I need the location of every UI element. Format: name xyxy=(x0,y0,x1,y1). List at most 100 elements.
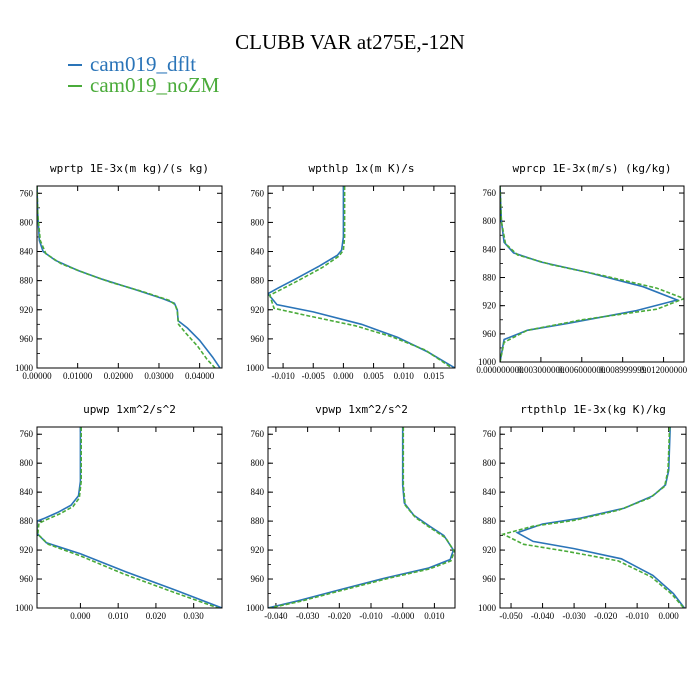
y-tick-label: 840 xyxy=(20,247,34,257)
panel-title: wpthlp 1x(m K)/s xyxy=(309,162,415,175)
x-tick-label: 0.01000 xyxy=(63,371,93,381)
panel-4: upwp 1xm^2/s^2 760 800 840 880 920 960 1000 0.00… xyxy=(15,403,223,621)
series-line-dflt xyxy=(500,186,680,362)
y-tick-label: 920 xyxy=(20,545,34,555)
x-tick-label: 0.010 xyxy=(394,371,415,381)
y-tick-label: 760 xyxy=(20,188,34,198)
panel-title: wprtp 1E-3x(m kg)/(s kg) xyxy=(50,162,209,175)
x-tick-label: 0.03000 xyxy=(144,371,174,381)
y-tick-label: 920 xyxy=(483,301,497,311)
x-tick-label: 0.000 xyxy=(333,371,354,381)
panel-title: vpwp 1xm^2/s^2 xyxy=(315,403,408,416)
series-line-noZM xyxy=(37,186,216,368)
plot-frame xyxy=(267,185,456,369)
x-tick-label: 0.000 xyxy=(70,611,91,621)
plot-frame xyxy=(499,426,687,609)
series-line-dflt xyxy=(268,427,455,608)
legend-label-noZM: cam019_noZM xyxy=(90,73,220,97)
x-tick-label: 0.005 xyxy=(363,371,384,381)
x-tick-label: 0.006000000 xyxy=(558,365,606,375)
y-tick-label: 840 xyxy=(251,247,265,257)
x-tick-label: 0.00000 xyxy=(22,371,52,381)
y-tick-label: 760 xyxy=(483,188,497,198)
x-tick-label: 0.030 xyxy=(184,611,205,621)
y-tick-label: 960 xyxy=(251,574,265,584)
y-tick-label: 760 xyxy=(483,429,497,439)
x-tick-label: 0.020 xyxy=(146,611,167,621)
legend-line-dflt xyxy=(68,63,82,66)
y-tick-label: 800 xyxy=(251,458,265,468)
legend-label-dflt: cam019_dflt xyxy=(90,52,197,76)
x-tick-label: -0.040 xyxy=(531,611,555,621)
x-tick-label: -0.020 xyxy=(594,611,618,621)
series-line-dflt xyxy=(37,427,222,608)
y-tick-label: 960 xyxy=(20,334,34,344)
x-tick-label: 0.010 xyxy=(424,611,445,621)
x-tick-label: -0.030 xyxy=(562,611,586,621)
y-tick-label: 1000 xyxy=(478,357,497,367)
x-tick-label: 0.015 xyxy=(424,371,445,381)
plot-frame xyxy=(267,426,456,609)
y-tick-label: 880 xyxy=(251,276,265,286)
panel-5: vpwp 1xm^2/s^27608008408809209601000-0.0… xyxy=(246,403,456,621)
legend-line-noZM xyxy=(68,84,82,87)
panel-title: upwp 1xm^2/s^2 xyxy=(83,403,176,416)
x-tick-label: -0.010 xyxy=(626,611,650,621)
series-line-noZM xyxy=(269,427,455,608)
panel-2: wpthlp 1x(m K)/s 760 800 840 880 920 960 1000 -0… xyxy=(246,162,456,381)
y-tick-label: 960 xyxy=(483,574,497,584)
y-tick-label: 960 xyxy=(20,574,34,584)
legend-item-noZM: cam019_noZM xyxy=(68,73,219,98)
y-tick-label: 1000 xyxy=(15,603,34,613)
panel-6: rtpthlp 1E-3x(kg K)/kg 760 800 840 880 920 960… xyxy=(478,403,687,621)
y-tick-label: 880 xyxy=(483,516,497,526)
x-tick-label: -0.050 xyxy=(499,611,523,621)
panel-3: wprcp 1E-3x(m/s) (kg/kg) 760 800 840 880 920 9… xyxy=(476,162,687,375)
panel-title: wprcp 1E-3x(m/s) (kg/kg) xyxy=(513,162,672,175)
plot-frame xyxy=(499,185,685,363)
y-tick-label: 800 xyxy=(483,216,497,226)
x-tick-label: 0.012000000 xyxy=(640,365,688,375)
y-tick-label: 920 xyxy=(251,305,265,315)
plot-frame xyxy=(36,426,223,609)
y-tick-label: 960 xyxy=(483,329,497,339)
y-tick-label: 1000 xyxy=(246,603,265,613)
y-tick-label: 920 xyxy=(483,545,497,555)
series-line-dflt xyxy=(268,186,455,368)
x-tick-label: 0.04000 xyxy=(185,371,215,381)
x-tick-label: -0.020 xyxy=(328,611,352,621)
x-tick-label: -0.000 xyxy=(391,611,415,621)
y-tick-label: 760 xyxy=(251,188,265,198)
y-tick-label: 960 xyxy=(251,334,265,344)
x-tick-label: -0.005 xyxy=(302,371,326,381)
panel-title: rtpthlp 1E-3x(kg K)/kg xyxy=(520,403,666,416)
y-tick-label: 1000 xyxy=(478,603,497,613)
panel-1: wprtp 1E-3x(m kg)/(s kg) 760 800 840 880 920 9… xyxy=(15,162,223,381)
y-tick-label: 800 xyxy=(483,458,497,468)
y-tick-label: 800 xyxy=(251,217,265,227)
y-tick-label: 1000 xyxy=(15,363,34,373)
y-tick-label: 840 xyxy=(483,487,497,497)
x-tick-label: 0.02000 xyxy=(104,371,134,381)
y-tick-label: 760 xyxy=(251,429,265,439)
x-tick-label: -0.030 xyxy=(296,611,320,621)
series-line-noZM xyxy=(500,186,684,362)
y-tick-label: 840 xyxy=(251,487,265,497)
x-tick-label: 0.008999999 xyxy=(599,365,647,375)
series-line-dflt xyxy=(515,427,686,608)
y-tick-label: 840 xyxy=(20,487,34,497)
plot-frame xyxy=(36,185,223,369)
y-tick-label: 1000 xyxy=(246,363,265,373)
x-tick-label: 0.000000000 xyxy=(476,365,524,375)
series-line-dflt xyxy=(37,186,221,368)
y-tick-label: 920 xyxy=(251,545,265,555)
y-tick-label: 800 xyxy=(20,458,34,468)
x-tick-label: 0.010 xyxy=(108,611,129,621)
series-line-noZM xyxy=(500,427,685,608)
x-tick-label: -0.040 xyxy=(264,611,288,621)
x-tick-label: 0.000 xyxy=(659,611,680,621)
legend-item-dflt: cam019_dflt xyxy=(68,52,196,77)
y-tick-label: 880 xyxy=(20,516,34,526)
series-line-noZM xyxy=(37,427,219,608)
